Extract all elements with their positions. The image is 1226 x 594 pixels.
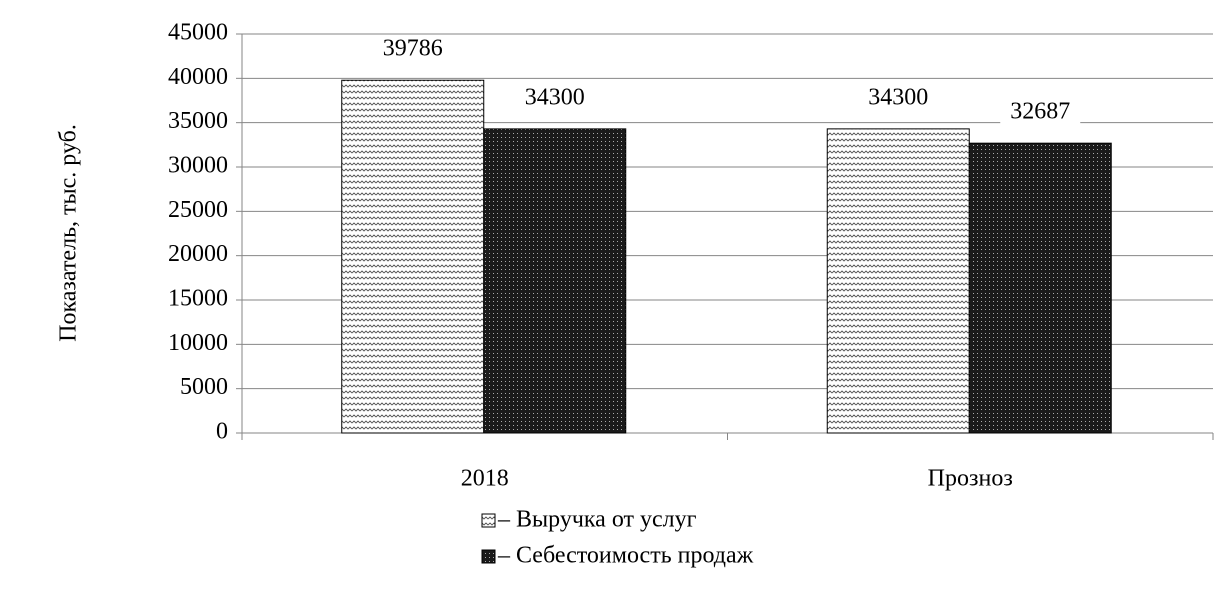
value-label: 32687 [1010,99,1070,125]
y-tick-label: 45000 [168,20,228,46]
value-label: 39786 [383,36,443,62]
y-tick-label: 0 [216,419,228,445]
value-label-bg [372,35,453,62]
bar [826,128,970,434]
y-tick-label: 30000 [168,153,228,179]
value-label-bg [514,84,595,111]
y-tick-label: 25000 [168,197,228,223]
bar [483,128,627,434]
legend-label: – Выручка от услуг [497,507,697,533]
y-tick-label: 35000 [168,108,228,134]
bar [968,142,1112,434]
legend-swatch [481,549,496,564]
y-tick-label: 5000 [180,374,228,400]
legend-swatch [481,513,496,528]
y-tick-label: 20000 [168,241,228,267]
y-tick-label: 10000 [168,330,228,356]
x-tick-label: 2018 [461,466,509,492]
y-tick-label: 15000 [168,286,228,312]
value-label: 34300 [525,84,585,110]
x-tick-label: Прозноз [928,466,1013,492]
value-label: 34300 [868,84,928,110]
y-axis-label: Показатель, тыс. руб. [56,124,82,342]
y-tick-label: 40000 [168,64,228,90]
value-label-bg [858,84,939,111]
value-label-bg [1000,98,1081,125]
legend-label: – Себестоимость продаж [497,543,754,569]
bar [341,79,485,434]
